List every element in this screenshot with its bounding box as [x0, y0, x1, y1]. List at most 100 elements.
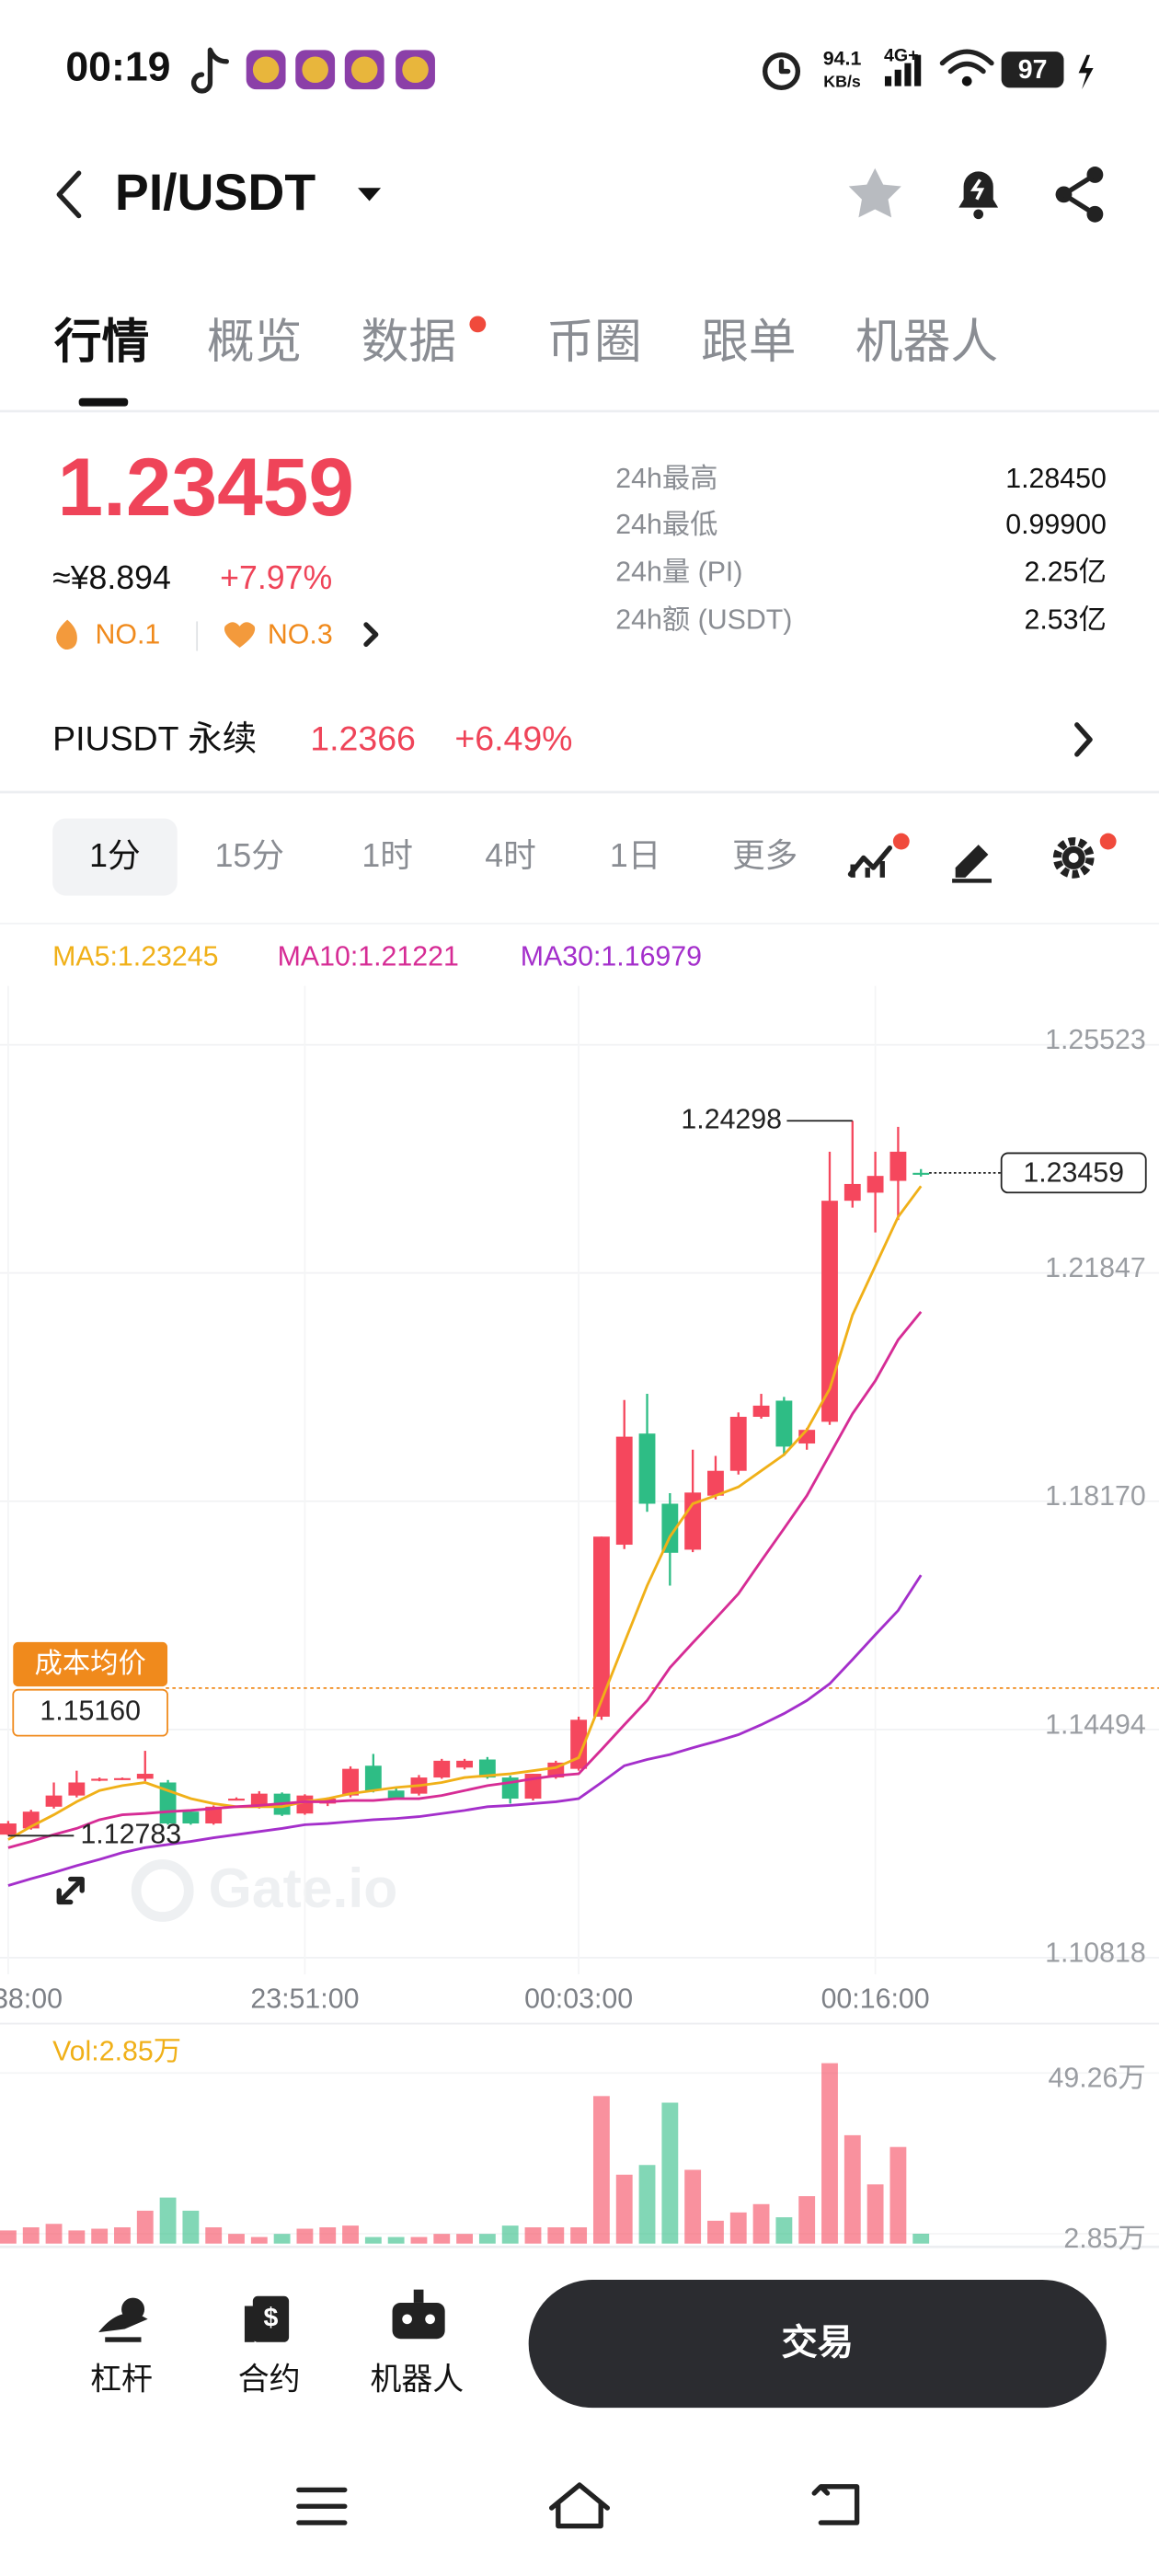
interval[interactable]: 1时: [361, 837, 413, 874]
watermark-logo: [131, 1859, 194, 1922]
candle-body: [478, 1759, 496, 1778]
tab-indicator: [78, 397, 129, 407]
candle-body: [456, 1760, 473, 1768]
system-back-button[interactable]: [811, 2484, 860, 2525]
tab[interactable]: 概览: [207, 315, 302, 368]
favorite-button[interactable]: [848, 167, 901, 218]
perp-name: PIUSDT 永续: [52, 719, 257, 758]
stat-label: 24h最低: [615, 509, 717, 540]
tab[interactable]: 行情: [54, 315, 150, 368]
rank-heart-icon: [224, 622, 256, 648]
volume-bar: [592, 2096, 610, 2244]
y-tick-label: 1.18170: [1045, 1481, 1146, 1512]
expand-button[interactable]: [56, 1876, 85, 1905]
stat-label: 24h额 (USDT): [615, 604, 792, 635]
share-button[interactable]: [1055, 167, 1104, 223]
volume-bar: [45, 2224, 63, 2244]
perp-row[interactable]: PIUSDT 永续 1.2366 +6.49%: [52, 719, 1093, 758]
volume-bar: [684, 2169, 702, 2244]
svg-text:$: $: [264, 2303, 279, 2332]
nav-item[interactable]: 机器人: [370, 2289, 464, 2398]
x-tick-label: 23:51:00: [250, 1984, 359, 2015]
stat-label: 24h最高: [615, 463, 717, 494]
last-price-label: 1.23459: [1023, 1158, 1124, 1189]
perp-change: +6.49%: [454, 719, 572, 758]
status-app-icons: [190, 47, 435, 94]
candle-body: [136, 1774, 154, 1779]
volume-bar: [205, 2227, 223, 2244]
interval-more[interactable]: 更多: [732, 837, 798, 874]
settings-button[interactable]: [1052, 833, 1117, 879]
nav-item[interactable]: 杠杆: [90, 2297, 153, 2398]
volume-tick-label: 49.26万: [1048, 2063, 1145, 2093]
volume-bar: [68, 2230, 86, 2244]
price-change: +7.97%: [220, 559, 332, 596]
y-tick-label: 1.10818: [1045, 1938, 1146, 1968]
nav-item[interactable]: $ 合约: [238, 2295, 301, 2398]
tab[interactable]: 跟单: [701, 315, 797, 368]
y-tick-label: 1.14494: [1045, 1709, 1146, 1740]
trade-button-label: 交易: [782, 2323, 854, 2363]
battery-level: 97: [1018, 55, 1048, 85]
volume-bar: [22, 2227, 40, 2244]
volume-bar: [821, 2063, 838, 2244]
candle-body: [387, 1790, 405, 1800]
wifi-icon: [939, 49, 994, 86]
volume-bar: [912, 2233, 930, 2244]
tab[interactable]: 数据: [361, 315, 457, 368]
legend-entry: MA5:1.23245: [52, 941, 218, 972]
alert-button[interactable]: [958, 171, 999, 220]
candle-body: [638, 1433, 656, 1504]
draw-button[interactable]: [952, 845, 992, 883]
volume-bar: [570, 2227, 588, 2244]
volume-bar: [638, 2165, 656, 2244]
interval[interactable]: 1日: [610, 837, 661, 874]
interval[interactable]: 1分: [89, 837, 141, 874]
volume-bar: [752, 2203, 770, 2244]
legend-entry: MA30:1.16979: [521, 941, 702, 972]
interval[interactable]: 15分: [215, 837, 284, 874]
indicator-button[interactable]: [847, 833, 910, 878]
rank-chevron[interactable]: [363, 622, 379, 648]
pair-dropdown[interactable]: [358, 188, 382, 201]
candle-body: [45, 1795, 63, 1807]
tab[interactable]: 币圈: [546, 315, 642, 368]
perp-price: 1.2366: [310, 719, 416, 758]
volume-bar: [342, 2225, 359, 2244]
candle-body: [296, 1795, 314, 1814]
candle-body: [775, 1400, 793, 1447]
system-menu-button[interactable]: [296, 2487, 348, 2525]
rank-label[interactable]: NO.3: [268, 619, 333, 650]
trade-button[interactable]: [528, 2279, 1107, 2409]
volume-bar: [478, 2234, 496, 2244]
cny-price: ≈¥8.894: [52, 559, 171, 596]
system-home-button[interactable]: [548, 2482, 611, 2529]
interval[interactable]: 4时: [485, 837, 536, 874]
cost-tag: [13, 1641, 168, 1687]
tab[interactable]: 机器人: [855, 315, 998, 368]
rank-label[interactable]: NO.1: [96, 619, 161, 650]
nav-label: 机器人: [370, 2363, 464, 2398]
cost-price-box: [12, 1688, 168, 1737]
volume-bar: [387, 2237, 405, 2244]
volume-bar: [91, 2228, 109, 2244]
volume-bar: [798, 2196, 816, 2244]
volume-bar: [0, 2230, 17, 2244]
ma-line: [7, 1574, 923, 1887]
candle-body: [250, 1793, 268, 1807]
volume-bar: [114, 2227, 131, 2244]
candle-body: [889, 1151, 907, 1181]
candle-body: [729, 1417, 747, 1471]
volume-bar: [889, 2146, 907, 2244]
volume-bar: [843, 2134, 861, 2244]
candle-body: [866, 1176, 884, 1193]
volume-bar: [547, 2227, 565, 2244]
pair-title[interactable]: PI/USDT: [115, 164, 316, 221]
candle-body: [615, 1436, 633, 1546]
interval-selected-bg: [52, 818, 178, 896]
back-button[interactable]: [56, 170, 82, 219]
volume-tick-label: 2.85万: [1063, 2224, 1145, 2254]
perp-chevron: [1074, 722, 1093, 757]
last-price: 1.23459: [57, 441, 354, 533]
